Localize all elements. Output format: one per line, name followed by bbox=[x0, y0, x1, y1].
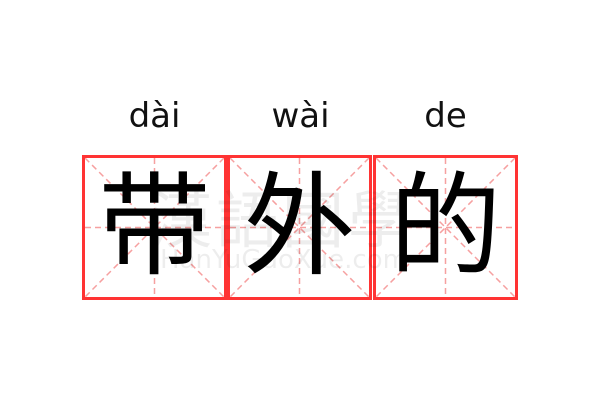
character-1: 带 bbox=[98, 162, 211, 292]
pinyin-2: wài bbox=[271, 96, 330, 136]
character-cell: 的 bbox=[373, 155, 518, 300]
watermark-site: HanYuGuoXue.com bbox=[160, 245, 408, 275]
guide-lines bbox=[376, 158, 515, 297]
character-3: 的 bbox=[389, 162, 502, 292]
watermark-logo: 漢語國學 bbox=[150, 184, 415, 257]
character-cell: 带 bbox=[82, 155, 227, 300]
guide-lines bbox=[85, 158, 224, 297]
character-2: 外 bbox=[243, 162, 356, 292]
pinyin-1: dài bbox=[128, 96, 181, 136]
character-grid: 带 外 的 bbox=[82, 155, 518, 300]
character-cell: 外 bbox=[227, 155, 372, 300]
guide-lines bbox=[230, 158, 369, 297]
pinyin-3: de bbox=[424, 96, 467, 136]
